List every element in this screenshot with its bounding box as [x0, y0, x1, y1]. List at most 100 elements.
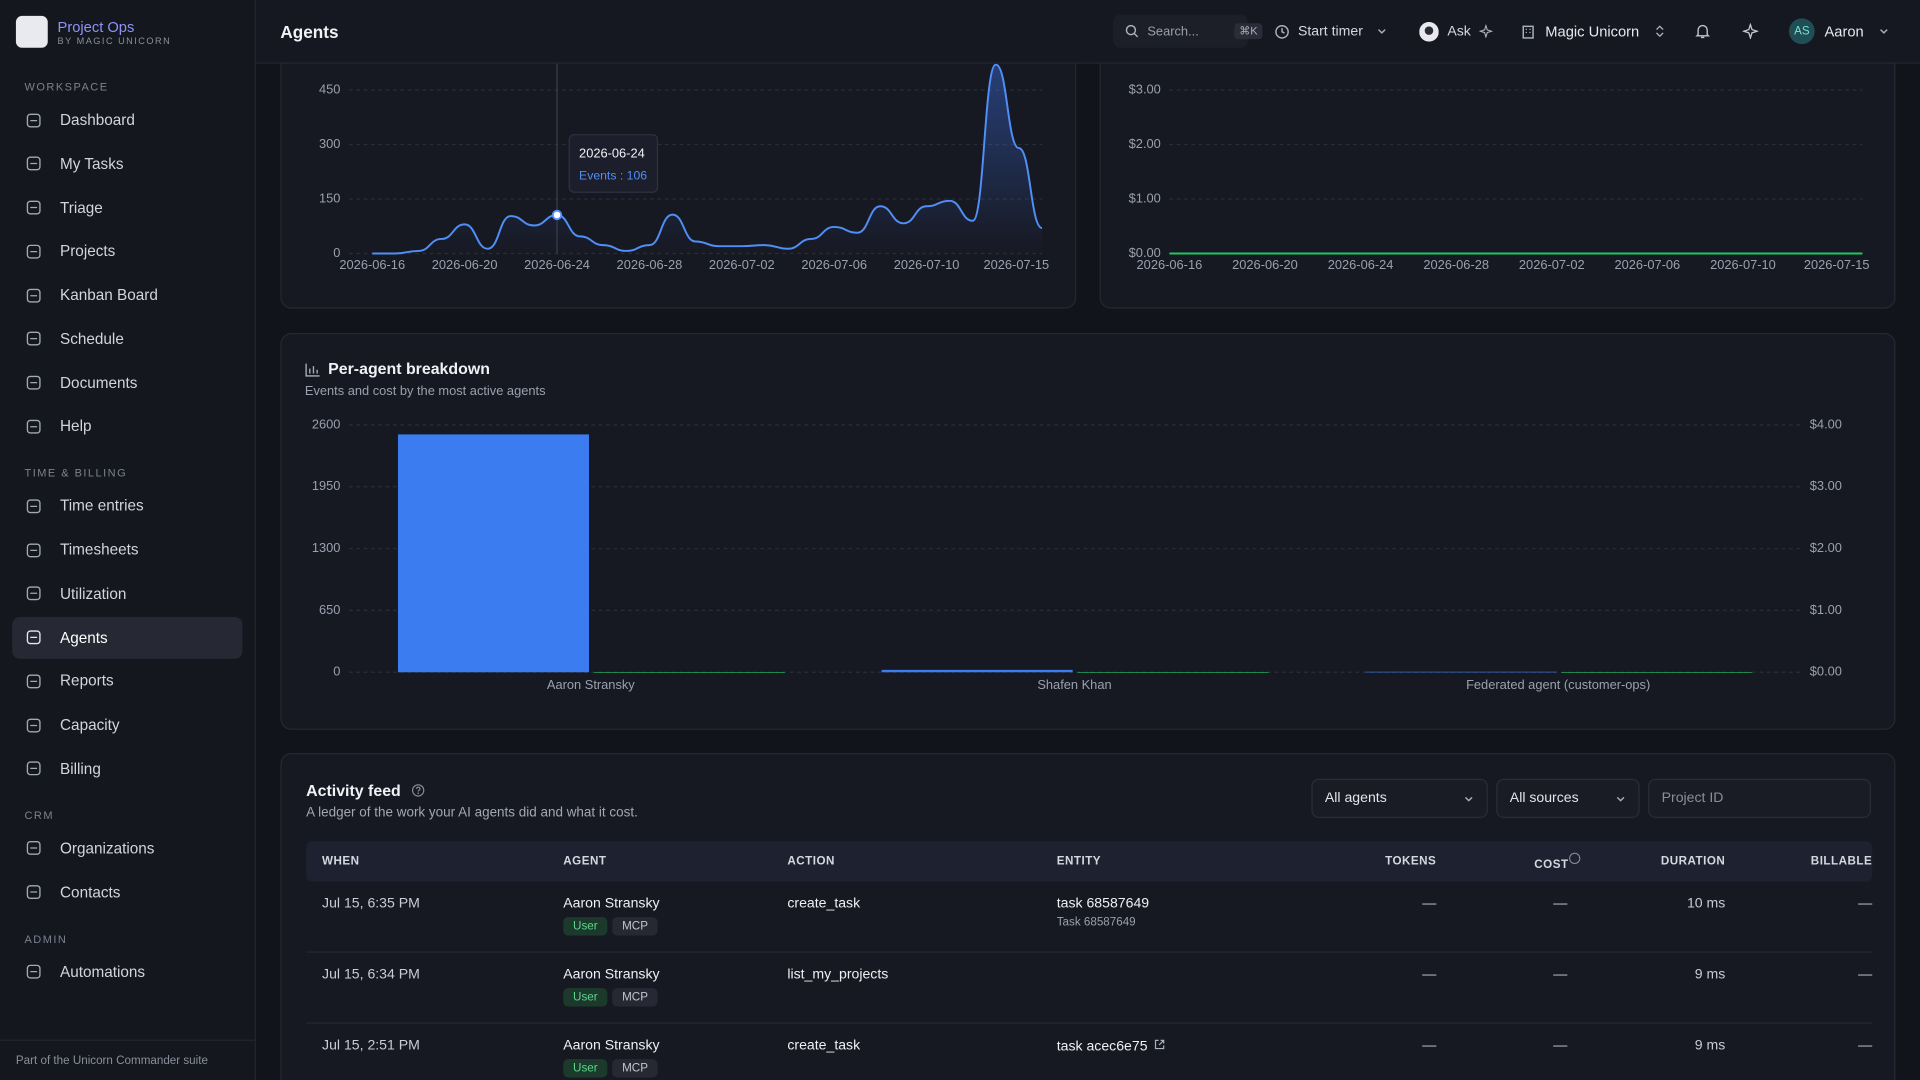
nav-label: Help	[60, 417, 92, 435]
nav-item[interactable]: Agents	[12, 616, 243, 659]
column-label: ACTION	[787, 854, 835, 869]
start-timer[interactable]: Start timer	[1275, 0, 1388, 62]
external-link-icon[interactable]	[1154, 1038, 1166, 1050]
nav-item[interactable]: Utilization	[12, 573, 242, 615]
nav-item[interactable]: Documents	[12, 362, 242, 404]
nav-icon	[26, 288, 41, 303]
page-title: Agents	[280, 21, 339, 42]
column-label: BILLABLE	[1810, 854, 1873, 869]
tag: User	[563, 1059, 608, 1078]
nav-label: Billing	[60, 760, 101, 778]
brand-name[interactable]: Project Ops	[57, 18, 135, 36]
ask[interactable]: Ask	[1419, 0, 1493, 62]
agent-filter[interactable]: All agents	[1311, 778, 1488, 818]
nav-section-title: TIME & BILLING	[24, 466, 128, 480]
cost: —	[1553, 1038, 1568, 1054]
nav-icon	[26, 113, 41, 127]
entity-name: task 68587649	[1056, 896, 1150, 912]
help-icon[interactable]	[1569, 852, 1581, 864]
nav-label: My Tasks	[60, 155, 124, 173]
table-row[interactable]: Jul 15, 6:34 PM Aaron Stransky User MCP list…	[306, 953, 1873, 1024]
nav-item[interactable]: Organizations	[12, 827, 242, 869]
user-initials: AS	[1788, 18, 1815, 45]
nav-item[interactable]: Automations	[12, 951, 242, 993]
nav-icon	[26, 419, 41, 434]
table-row[interactable]: Jul 15, 6:35 PM Aaron Stransky User MCP crea…	[306, 882, 1873, 953]
activity-title: Activity feed	[306, 781, 425, 800]
table-header: WHEN AGENT ACTION ENTITY TOKENS COST DURATION B…	[306, 841, 1873, 882]
agent-cell: Aaron Stransky User MCP	[563, 896, 787, 951]
column-header: DURATION	[1567, 855, 1725, 868]
nav-item[interactable]: Help	[12, 406, 242, 448]
nav-label: Organizations	[60, 839, 155, 857]
bell-icon	[1695, 24, 1710, 39]
agent-name: Aaron Stransky	[563, 967, 660, 983]
tags: User MCP	[563, 911, 787, 936]
nav-icon	[26, 542, 41, 557]
column-label: AGENT	[563, 854, 607, 869]
nav-icon	[26, 586, 41, 601]
agent-cell: Aaron Stransky User MCP	[563, 1038, 787, 1080]
nav-item[interactable]: My Tasks	[12, 143, 242, 185]
cost: —	[1553, 967, 1568, 983]
column-header: TOKENS	[1315, 855, 1436, 868]
nav-label: Utilization	[60, 585, 127, 603]
help-icon[interactable]	[411, 784, 425, 797]
tag: MCP	[612, 1059, 658, 1078]
nav-icon	[26, 630, 41, 645]
nav-label: Automations	[60, 963, 146, 981]
search[interactable]: Search... ⌘K	[1125, 0, 1263, 62]
chevron	[1616, 796, 1625, 802]
table-row[interactable]: Jul 15, 2:51 PM Aaron Stransky User MCP crea…	[306, 1024, 1872, 1080]
column-label: ENTITY	[1056, 854, 1102, 869]
timer-label: Start timer	[1297, 23, 1363, 39]
agent-filter-value: All agents	[1324, 791, 1387, 806]
when: Jul 15, 2:51 PM	[322, 1038, 420, 1054]
nav-label: Timesheets	[60, 541, 139, 559]
nav-icon	[26, 200, 41, 215]
entity-cell: task acec6e75	[1057, 1038, 1315, 1080]
brand-tagline: BY MAGIC UNICORN	[57, 35, 172, 47]
column-header: AGENT	[563, 855, 787, 868]
source-filter[interactable]: All sources	[1496, 778, 1640, 818]
user-menu[interactable]: AS Aaron	[1788, 0, 1889, 62]
nav-item[interactable]: Contacts	[12, 871, 242, 913]
nav-item[interactable]: Schedule	[12, 318, 242, 360]
nav-item[interactable]: Time entries	[12, 485, 242, 527]
nav-item[interactable]: Dashboard	[12, 99, 242, 141]
tag: User	[563, 917, 608, 936]
nav-section-title: ADMIN	[24, 932, 68, 945]
notifications[interactable]	[1695, 0, 1711, 62]
nav-label: Schedule	[60, 330, 124, 348]
agent-name: Aaron Stransky	[563, 896, 660, 912]
project-id-input[interactable]: Project ID	[1648, 778, 1872, 818]
column-header: WHEN	[322, 855, 563, 868]
nav-item[interactable]: Timesheets	[12, 529, 242, 571]
nav-label: Triage	[60, 198, 103, 217]
column-header: ACTION	[787, 855, 1056, 868]
nav-item[interactable]: Reports	[12, 660, 242, 702]
updown-icon	[1655, 25, 1664, 38]
tag: MCP	[612, 988, 658, 1007]
action: create_task	[787, 896, 861, 912]
tags: User MCP	[563, 982, 787, 1007]
entity: task 68587649	[1057, 896, 1315, 911]
nav-icon	[26, 499, 41, 513]
nav-item[interactable]: Projects	[12, 231, 242, 273]
entity-name[interactable]: task acec6e75	[1056, 1039, 1148, 1055]
nav-section-title: CRM	[24, 809, 55, 822]
action: list_my_projects	[787, 967, 889, 983]
agent-cell: Aaron Stransky User MCP	[563, 967, 787, 1022]
when: Jul 15, 6:34 PM	[322, 967, 420, 983]
workspace-switcher[interactable]: Magic Unicorn	[1521, 0, 1665, 62]
tag: User	[563, 988, 608, 1007]
nav-item[interactable]: Capacity	[12, 704, 242, 746]
nav-item[interactable]: Billing	[12, 748, 242, 790]
duration: 9 ms	[1694, 1038, 1726, 1054]
nav-item[interactable]: Kanban Board	[12, 274, 242, 316]
breakdown-card	[280, 333, 1896, 730]
ai-button[interactable]	[1742, 0, 1759, 62]
nav-icon	[26, 761, 41, 776]
nav-icon	[26, 156, 41, 171]
nav-item[interactable]: Triage	[12, 187, 242, 229]
